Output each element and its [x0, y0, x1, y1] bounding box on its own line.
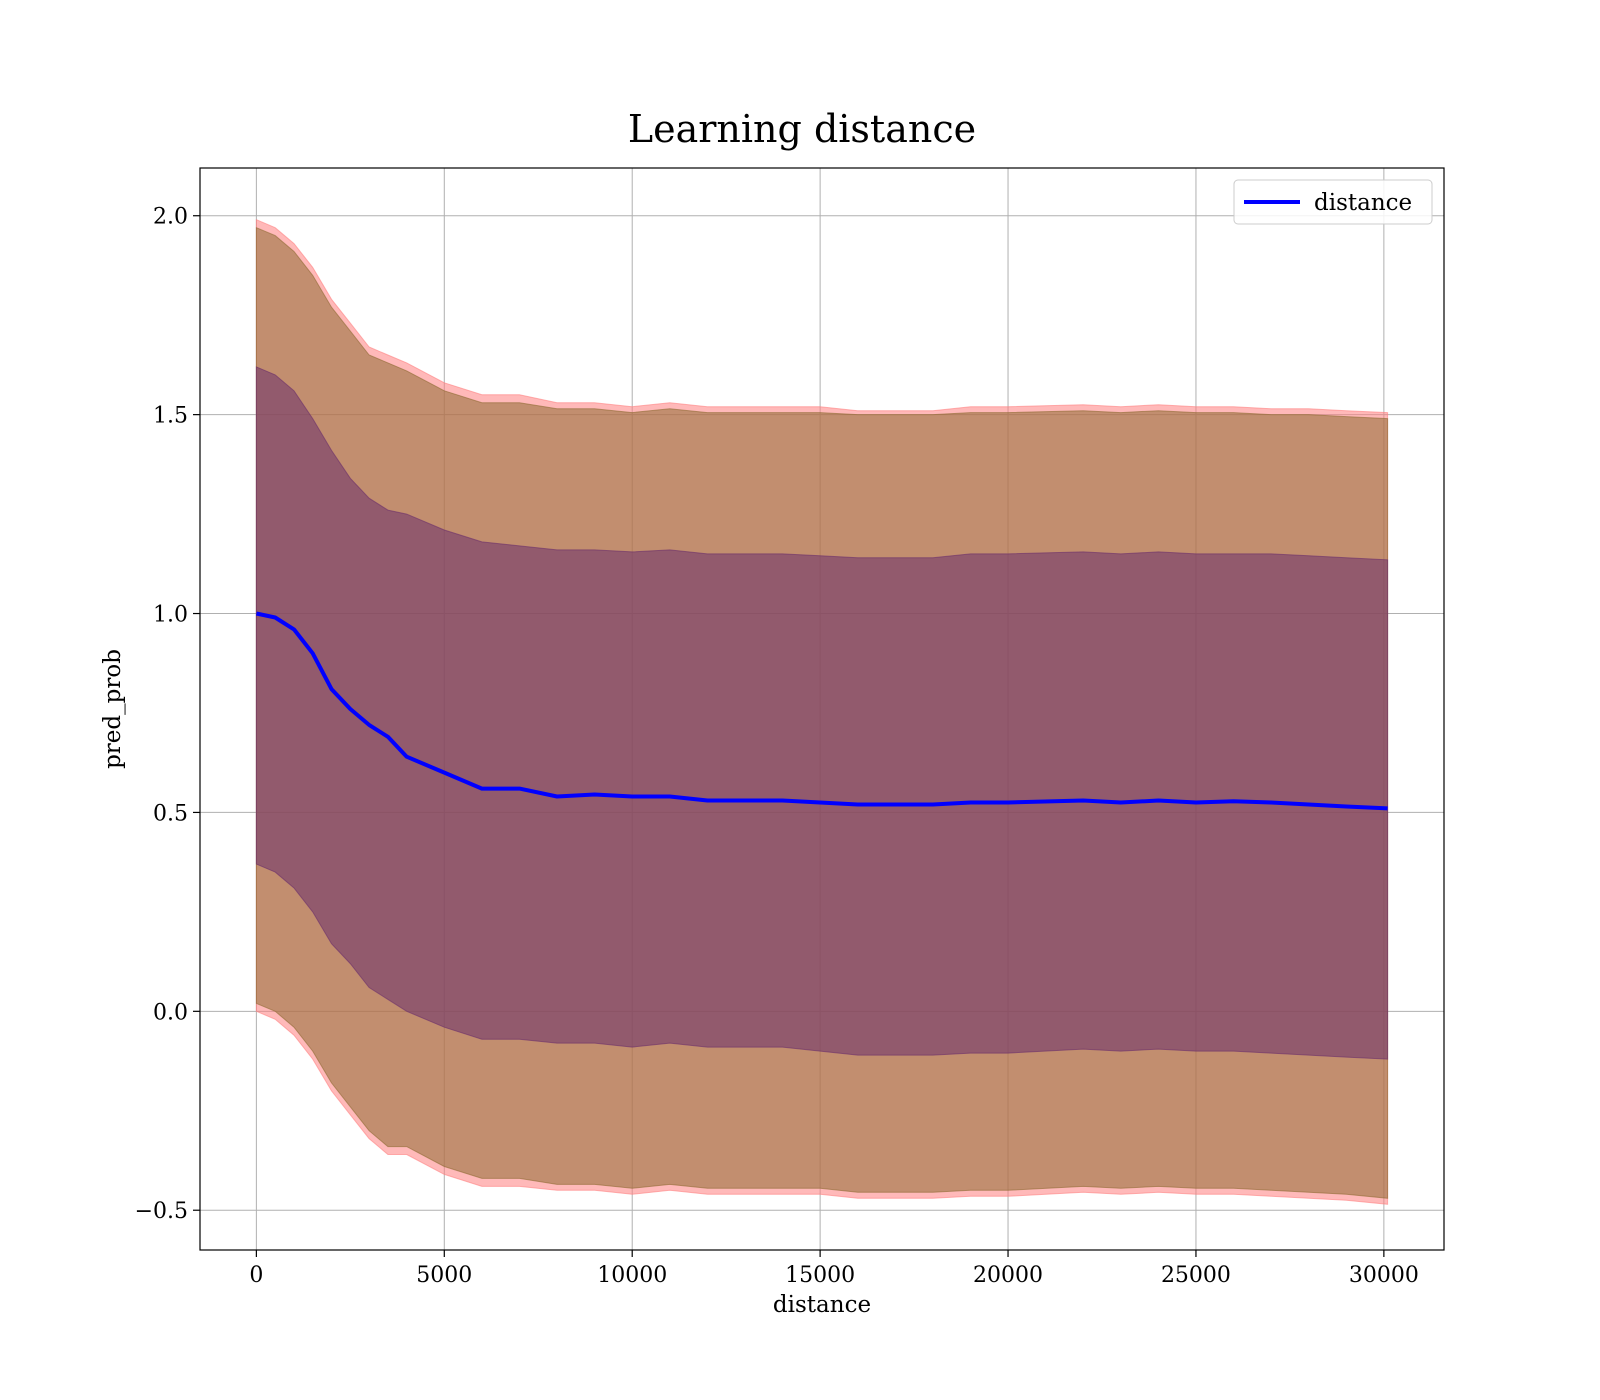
- x-axis-label: distance: [773, 1292, 871, 1318]
- chart-title: Learning distance: [628, 107, 976, 151]
- legend-label-distance: distance: [1314, 190, 1412, 216]
- x-tick-label: 25000: [1161, 1263, 1231, 1288]
- y-tick-label: 1.0: [153, 603, 188, 628]
- legend-box: [1233, 179, 1433, 225]
- y-axis-label: pred_prob: [100, 649, 126, 769]
- y-tick-label: 0.5: [153, 801, 188, 826]
- series-line-distance: [255, 611, 1388, 811]
- y-tick-label: −0.5: [135, 1199, 188, 1224]
- y-axis-ticks: 2.0 1.5 1.0 0.5 0.0 −0.5: [135, 205, 200, 1224]
- x-axis-ticks: 0 5000 10000 15000 20000 25000 30000: [249, 1250, 1419, 1288]
- y-tick-label: 2.0: [153, 205, 188, 230]
- band-2: [255, 366, 1389, 1060]
- x-tick-label: 10000: [597, 1263, 667, 1288]
- x-tick-label: 5000: [416, 1263, 472, 1288]
- confidence-bands: [255, 218, 1389, 1205]
- x-tick-label: 0: [249, 1263, 263, 1288]
- y-tick-label: 0.0: [153, 1000, 188, 1025]
- y-tick-label: 1.5: [153, 404, 188, 429]
- legend: distance: [1233, 179, 1433, 225]
- x-tick-label: 15000: [785, 1263, 855, 1288]
- series-lines: [255, 611, 1388, 811]
- x-tick-label: 30000: [1349, 1263, 1419, 1288]
- plot-area-frame: [199, 167, 1445, 1251]
- x-tick-label: 20000: [973, 1263, 1043, 1288]
